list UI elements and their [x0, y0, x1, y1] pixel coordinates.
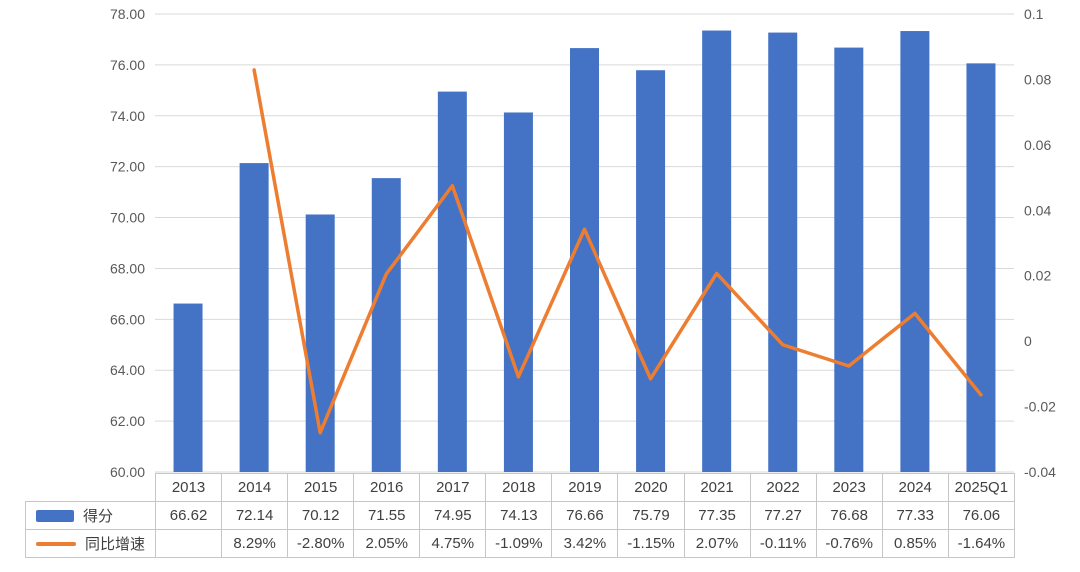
legend-entry: 得分 — [27, 505, 155, 526]
bar-2019 — [570, 48, 599, 473]
right-axis-tick-label: -0.02 — [1024, 399, 1056, 415]
bar-2023 — [834, 47, 864, 472]
bar-2021 — [702, 30, 732, 473]
year-cell: 2022 — [749, 473, 817, 502]
bar-2020 — [636, 70, 666, 472]
growth-cell: -2.80% — [287, 529, 355, 558]
table-row-score: 得分 66.62 72.14 70.12 71.55 74.95 74.13 76.66 75.… — [25, 501, 1016, 530]
year-cell: 2021 — [683, 473, 751, 502]
growth-cell: 2.05% — [353, 529, 421, 558]
left-axis-tick-label: 66.00 — [110, 311, 145, 327]
growth-cell: 3.42% — [551, 529, 619, 558]
score-cell: 66.62 — [154, 501, 223, 530]
score-cell: 77.33 — [881, 501, 949, 530]
score-cell: 74.95 — [419, 501, 487, 530]
chart-data-table: 2013 2014 2015 2016 2017 2018 2019 2020 2021 2022… — [25, 473, 1016, 558]
growth-cell — [154, 529, 223, 558]
score-cell: 77.35 — [683, 501, 751, 530]
score-cell: 77.27 — [749, 501, 817, 530]
year-cell: 2014 — [221, 473, 289, 502]
growth-cell: 8.29% — [221, 529, 289, 558]
year-cell: 2015 — [287, 473, 355, 502]
bar-2018 — [503, 112, 533, 472]
bar-2013 — [173, 303, 203, 472]
growth-cell: 4.75% — [419, 529, 487, 558]
score-cell: 76.68 — [815, 501, 883, 530]
growth-cell: -1.09% — [485, 529, 553, 558]
score-cell: 72.14 — [221, 501, 289, 530]
left-axis-tick-label: 70.00 — [110, 210, 145, 226]
left-axis-tick-label: 74.00 — [110, 108, 145, 124]
bar-swatch-icon — [36, 509, 74, 522]
growth-cell: -1.15% — [617, 529, 685, 558]
growth-cell: -1.64% — [947, 529, 1016, 558]
bar-2022 — [768, 32, 798, 473]
growth-cell: 0.85% — [881, 529, 949, 558]
left-axis-tick-label: 62.00 — [110, 413, 145, 429]
year-cell: 2016 — [353, 473, 421, 502]
bar-2025Q1 — [966, 63, 996, 473]
growth-cell: -0.76% — [815, 529, 883, 558]
left-axis-tick-label: 76.00 — [110, 57, 145, 73]
score-cell: 75.79 — [617, 501, 685, 530]
legend-score: 得分 — [25, 501, 156, 530]
right-axis-tick-label: 0.04 — [1024, 202, 1051, 218]
growth-cell: 2.07% — [683, 529, 751, 558]
year-cell: 2017 — [419, 473, 487, 502]
right-axis-tick-label: 0.08 — [1024, 71, 1051, 87]
year-cell: 2013 — [154, 473, 223, 502]
right-axis-tick-label: 0.06 — [1024, 137, 1051, 153]
bar-2014 — [239, 163, 269, 473]
left-axis-tick-label: 64.00 — [110, 362, 145, 378]
score-cell: 74.13 — [485, 501, 553, 530]
bar-2017 — [437, 91, 467, 472]
growth-rate-line — [252, 68, 983, 435]
score-cell: 71.55 — [353, 501, 421, 530]
right-axis-tick-label: 0.02 — [1024, 268, 1051, 284]
year-cell: 2019 — [551, 473, 619, 502]
year-cell: 2020 — [617, 473, 685, 502]
score-cell: 76.06 — [947, 501, 1016, 530]
table-row-years: 2013 2014 2015 2016 2017 2018 2019 2020 2021 2022… — [26, 473, 1016, 502]
year-cell: 2024 — [881, 473, 949, 502]
right-axis-tick-label: 0 — [1024, 333, 1032, 349]
right-axis-tick-label: -0.04 — [1024, 464, 1056, 480]
left-axis-tick-label: 60.00 — [110, 464, 145, 480]
year-cell: 2025Q1 — [947, 473, 1016, 502]
year-cell: 2018 — [485, 473, 553, 502]
left-axis-tick-label: 72.00 — [110, 159, 145, 175]
legend-label: 得分 — [83, 508, 114, 525]
year-cell: 2023 — [815, 473, 883, 502]
line-swatch-icon — [36, 541, 76, 546]
table-corner-spacer — [26, 474, 156, 502]
bar-2016 — [371, 178, 401, 472]
score-cell: 70.12 — [287, 501, 355, 530]
score-cell: 76.66 — [551, 501, 619, 530]
table-row-growth: 同比增速 8.29% -2.80% 2.05% 4.75% -1.09% 3.42% -1.1… — [25, 529, 1016, 558]
growth-cell: -0.11% — [749, 529, 817, 558]
legend-growth: 同比增速 — [25, 529, 156, 558]
legend-entry: 同比增速 — [27, 533, 155, 554]
left-axis-tick-label: 78.00 — [110, 6, 145, 22]
left-axis-tick-label: 68.00 — [110, 260, 145, 276]
bar-2024 — [900, 31, 930, 472]
legend-label: 同比增速 — [85, 536, 146, 553]
right-axis-tick-label: 0.1 — [1024, 6, 1044, 22]
